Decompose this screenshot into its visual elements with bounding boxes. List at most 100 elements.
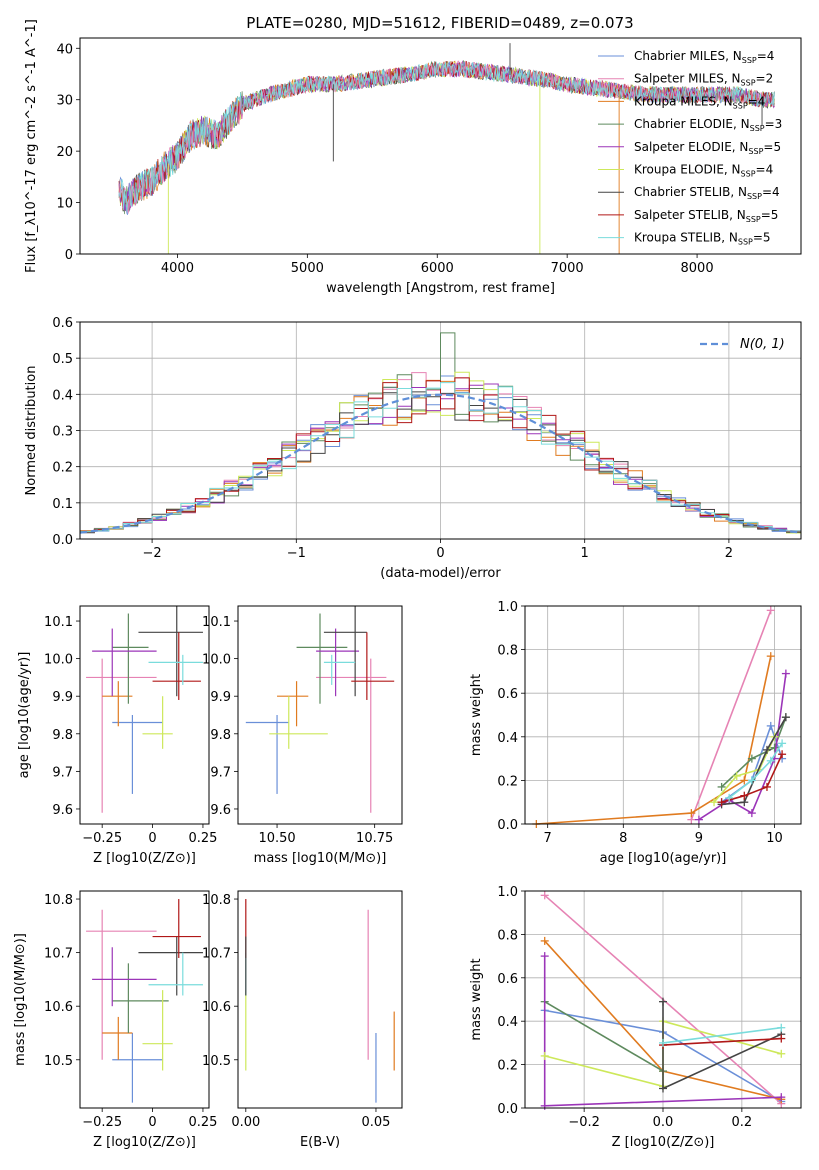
legend-entry: Chabrier MILES, NSSP=4 xyxy=(634,49,774,65)
weight-line-4 xyxy=(698,673,787,821)
y-axis-label: mass [log10(M/M⊙)] xyxy=(13,933,28,1066)
y-tick-label: 10.1 xyxy=(202,615,231,630)
y-tick-label: 0.2 xyxy=(497,1059,518,1074)
x-tick-label: 0.0 xyxy=(653,1115,674,1130)
y-tick-label: 0.5 xyxy=(52,352,73,367)
x-axis-label: E(B-V) xyxy=(300,1135,340,1150)
y-tick-label: 0 xyxy=(65,248,73,263)
y-tick-label: 10.8 xyxy=(202,893,231,908)
y-tick-label: 9.9 xyxy=(210,690,231,705)
x-tick-label: −0.25 xyxy=(82,1115,122,1130)
panel-spectrum: 4000 5000 6000 7000 8000 0 10 20 30 40 wavelength … xyxy=(24,19,802,296)
y-tick-label: 1.0 xyxy=(497,885,518,900)
spectrum-line-8 xyxy=(118,61,775,211)
y-tick-label: 10.7 xyxy=(44,947,73,962)
y-tick-label: 0.1 xyxy=(52,497,73,512)
panel-residuals: −2 −1 0 1 2 0.0 0.1 0.2 0.3 0.4 0.5 0.6 (data-model)… xyxy=(24,316,802,581)
x-tick-label: 0 xyxy=(436,546,444,561)
x-tick-label: 0.05 xyxy=(361,1115,390,1130)
y-tick-label: 10.5 xyxy=(44,1054,73,1069)
panel-weight_vs_age: 7 8 9 10 0.0 0.2 0.4 0.6 0.8 1.0 age [log10(age/yr… xyxy=(469,600,802,866)
spectrum-legend: Chabrier MILES, NSSP=4 Salpeter MILES, NS… xyxy=(598,49,782,247)
legend-entry: Kroupa STELIB, NSSP=5 xyxy=(634,231,771,247)
y-tick-label: 0.0 xyxy=(52,533,73,548)
weight-line-7 xyxy=(721,753,783,803)
weight-line-7 xyxy=(662,1037,782,1046)
weight-line-3 xyxy=(544,1001,664,1072)
y-tick-label: 9.8 xyxy=(210,728,231,743)
axes-frame xyxy=(79,37,802,255)
y-tick-label: 0.2 xyxy=(52,461,73,476)
legend-entry: Salpeter MILES, NSSP=2 xyxy=(634,72,773,88)
x-tick-label: 0.25 xyxy=(188,1115,217,1130)
y-tick-label: 0.2 xyxy=(497,774,518,789)
x-tick-label: 0.2 xyxy=(732,1115,753,1130)
y-tick-label: 9.7 xyxy=(210,765,231,780)
x-tick-label: 5000 xyxy=(291,261,324,276)
y-tick-label: 0.8 xyxy=(497,928,518,943)
y-axis-label: mass weight xyxy=(469,958,484,1040)
y-tick-label: 10.7 xyxy=(202,947,231,962)
x-axis-label: Z [log10(Z/Z⊙)] xyxy=(93,851,196,866)
x-axis-label: Z [log10(Z/Z⊙)] xyxy=(93,1135,196,1150)
y-tick-label: 10.1 xyxy=(44,615,73,630)
x-tick-label: −0.25 xyxy=(82,831,122,846)
y-tick-label: 0.6 xyxy=(52,316,73,331)
legend-entry: Kroupa MILES, NSSP=4 xyxy=(634,94,765,110)
y-axis-label: mass weight xyxy=(469,674,484,756)
x-tick-label: 10.75 xyxy=(356,831,393,846)
x-tick-label: 7 xyxy=(544,831,552,846)
x-tick-label: 1 xyxy=(581,546,589,561)
y-tick-label: 0.4 xyxy=(52,388,73,403)
legend-entry: Chabrier ELODIE, NSSP=3 xyxy=(634,117,782,133)
x-tick-label: 0.25 xyxy=(188,831,217,846)
x-tick-label: 8 xyxy=(619,831,627,846)
x-axis-label: wavelength [Angstrom, rest frame] xyxy=(326,281,555,296)
axes-frame xyxy=(237,605,403,825)
figure-title: PLATE=0280, MJD=51612, FIBERID=0489, z=0… xyxy=(246,14,633,32)
weight-line-1 xyxy=(690,610,772,820)
y-tick-label: 10.5 xyxy=(202,1054,231,1069)
y-tick-label: 9.7 xyxy=(52,765,73,780)
y-tick-label: 10.0 xyxy=(44,653,73,668)
y-tick-label: 1.0 xyxy=(497,600,518,615)
normal-curve xyxy=(79,393,802,534)
x-tick-label: −1 xyxy=(287,546,306,561)
x-tick-label: 10.50 xyxy=(258,831,295,846)
panel-age_vs_Z: −0.25 0 0.25 9.6 9.7 9.8 9.9 10.0 10.1 Z [log10(Z… xyxy=(17,605,217,866)
legend-entry: Salpeter STELIB, NSSP=5 xyxy=(634,208,778,224)
y-tick-label: 10.0 xyxy=(202,653,231,668)
x-axis-label: mass [log10(M/M⊙)] xyxy=(254,851,387,866)
panel-weight_vs_Z: −0.2 0.0 0.2 0.0 0.2 0.4 0.6 0.8 1.0 Z [log10(Z/Z… xyxy=(469,885,802,1150)
y-tick-label: 0.3 xyxy=(52,425,73,440)
panel-mass_vs_ebv: 0.00 0.05 10.5 10.6 10.7 10.8 E(B-V) xyxy=(202,890,403,1150)
y-tick-label: 9.9 xyxy=(52,690,73,705)
x-tick-label: 6000 xyxy=(421,261,454,276)
axes-frame xyxy=(237,890,403,1109)
legend-entry: N(0, 1) xyxy=(740,337,785,352)
y-tick-label: 0.6 xyxy=(497,687,518,702)
legend-entry: Chabrier STELIB, NSSP=4 xyxy=(634,185,780,201)
y-tick-label: 10.8 xyxy=(44,893,73,908)
y-axis-label: age [log10(age/yr)] xyxy=(17,652,32,779)
y-tick-label: 10.6 xyxy=(202,1000,231,1015)
axes-frame xyxy=(524,890,802,1109)
y-tick-label: 10.6 xyxy=(44,1000,73,1015)
axes-frame xyxy=(79,605,210,825)
axes-frame xyxy=(79,890,210,1109)
y-axis-label: Flux [f_λ10^-17 erg cm^-2 s^-1 A^-1] xyxy=(24,19,39,273)
y-axis-label: Normed distribution xyxy=(24,366,39,496)
y-tick-label: 9.6 xyxy=(52,803,73,818)
x-tick-label: 4000 xyxy=(161,261,194,276)
x-tick-label: −0.2 xyxy=(568,1115,600,1130)
y-tick-label: 9.6 xyxy=(210,803,231,818)
x-tick-label: 9 xyxy=(695,831,703,846)
y-tick-label: 0.6 xyxy=(497,972,518,987)
x-tick-label: 0 xyxy=(148,831,156,846)
histogram-5 xyxy=(80,371,801,534)
y-tick-label: 0.8 xyxy=(497,644,518,659)
axes-frame xyxy=(79,321,802,540)
y-tick-label: 0.0 xyxy=(497,1102,518,1117)
weight-line-8 xyxy=(728,742,783,799)
